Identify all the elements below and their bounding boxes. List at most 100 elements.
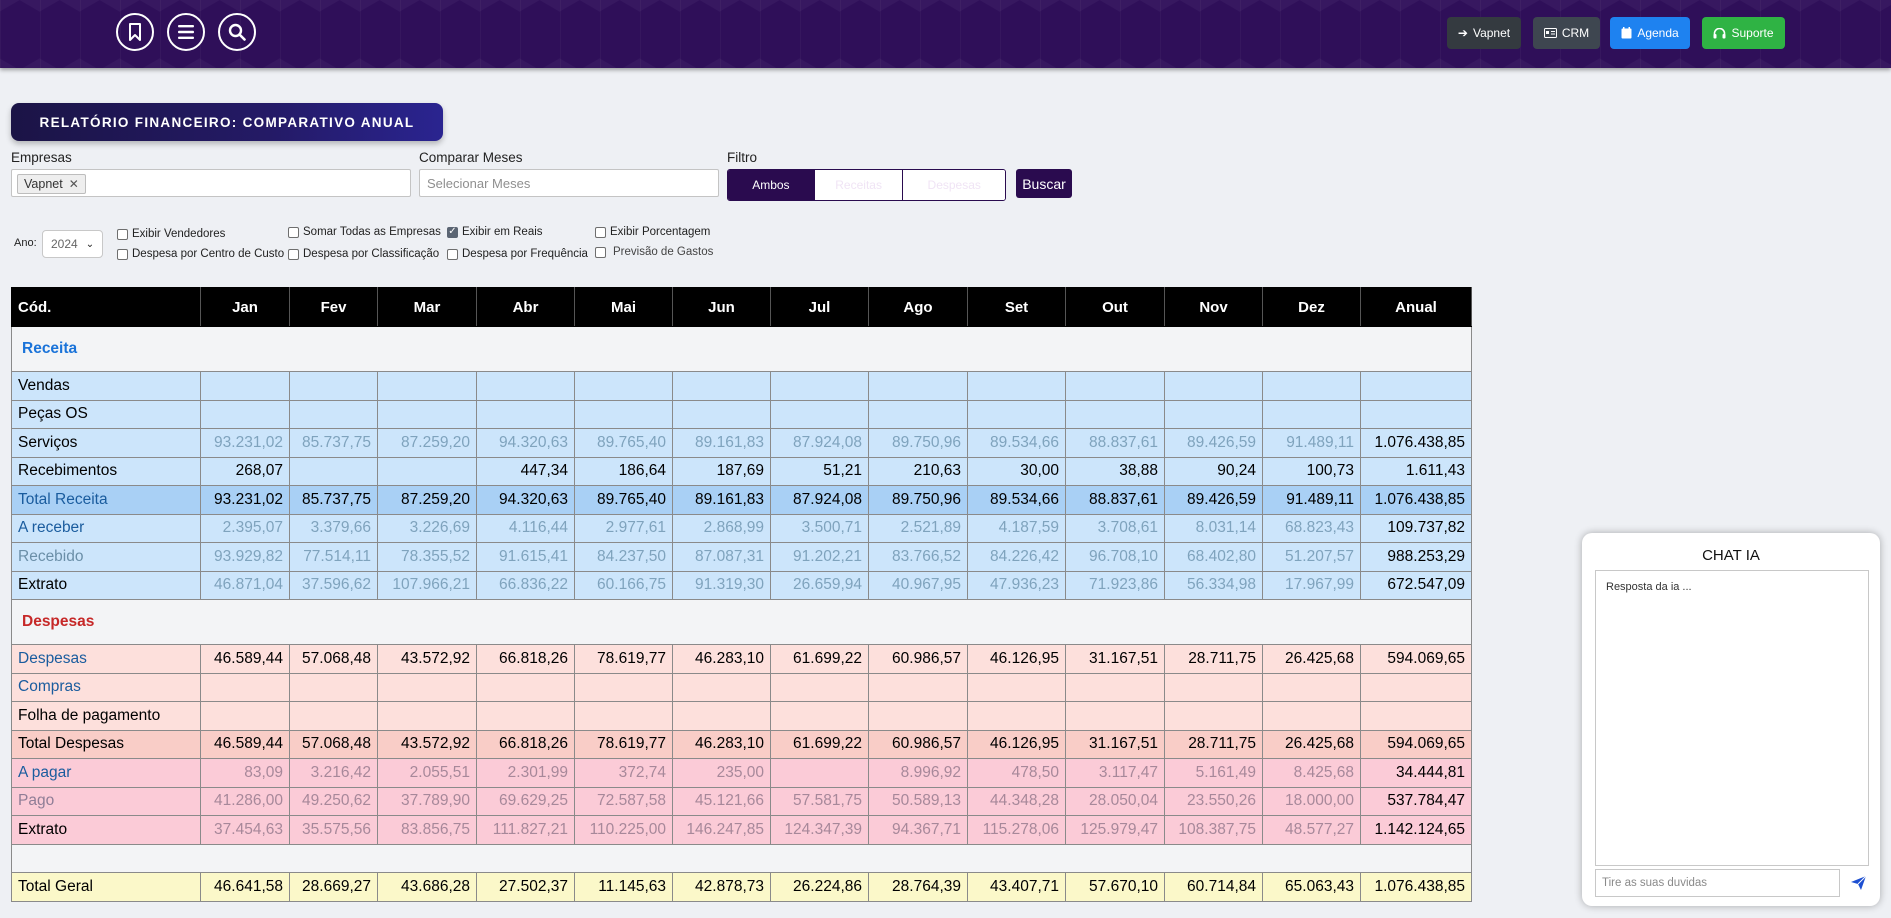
chk-classificacao[interactable]: Despesa por Classificação: [288, 248, 439, 260]
month-cell: [377, 672, 477, 702]
annual-cell: 1.076.438,85: [1360, 872, 1472, 902]
month-cell: [377, 701, 477, 731]
row-label: Despesas: [11, 644, 201, 674]
month-cell: 84.226,42: [967, 542, 1066, 572]
month-cell: [574, 672, 673, 702]
month-cell: [289, 701, 378, 731]
empresas-select[interactable]: Vapnet ✕: [11, 169, 411, 197]
chk-label: Despesa por Centro de Custo: [132, 248, 285, 260]
chk-somar-empresas[interactable]: Somar Todas as Empresas: [288, 226, 441, 238]
chk-label: Despesa por Frequência: [462, 248, 588, 260]
chevron-down-icon: ⌄: [85, 238, 95, 250]
month-cell: 93.231,02: [200, 485, 290, 515]
annual-cell: 594.069,65: [1360, 729, 1472, 759]
month-cell: [1065, 701, 1165, 731]
month-cell: 146.247,85: [672, 815, 771, 845]
month-cell: 42.878,73: [672, 872, 771, 902]
vapnet-button[interactable]: ➔ Vapnet: [1447, 17, 1521, 49]
agenda-button[interactable]: Agenda: [1610, 17, 1690, 49]
month-cell: 235,00: [672, 758, 771, 788]
month-cell: [770, 672, 869, 702]
search-button[interactable]: [218, 13, 256, 51]
section-row: Receita: [11, 326, 1472, 372]
send-icon[interactable]: [1850, 875, 1867, 891]
remove-tag-icon[interactable]: ✕: [68, 177, 79, 191]
month-cell: [574, 701, 673, 731]
month-cell: 46.126,95: [967, 644, 1066, 674]
header-month: Set: [967, 287, 1066, 327]
month-cell: 3.379,66: [289, 513, 378, 543]
month-cell: 46.589,44: [200, 644, 290, 674]
month-cell: 27.502,37: [476, 872, 575, 902]
header-cod: Cód.: [11, 287, 201, 327]
month-cell: 60.714,84: [1164, 872, 1263, 902]
month-cell: 87.259,20: [377, 428, 477, 458]
month-cell: 26.659,94: [770, 570, 869, 600]
table-row: Compras: [11, 672, 1472, 702]
row-label: A receber: [11, 513, 201, 543]
buscar-button[interactable]: Buscar: [1016, 169, 1072, 198]
month-cell: 43.572,92: [377, 729, 477, 759]
filtro-despesas[interactable]: Despesas: [902, 170, 1005, 200]
month-cell: 30,00: [967, 456, 1066, 486]
chat-input-placeholder: Tire as suas duvidas: [1602, 877, 1708, 889]
month-cell: 46.871,04: [200, 570, 290, 600]
chat-input[interactable]: Tire as suas duvidas: [1595, 869, 1840, 897]
checkbox-icon[interactable]: [447, 248, 458, 260]
meses-select[interactable]: Selecionar Meses: [419, 169, 719, 197]
month-cell: 88.837,61: [1065, 428, 1165, 458]
filtro-ambos[interactable]: Ambos: [728, 170, 814, 200]
month-cell: [1262, 701, 1361, 731]
checkbox-icon[interactable]: [288, 248, 299, 260]
crm-button[interactable]: CRM: [1533, 17, 1600, 49]
chk-previsao-gastos[interactable]: Previsão de Gastos: [595, 246, 713, 258]
month-cell: [289, 371, 378, 401]
month-cell: 87.924,08: [770, 428, 869, 458]
month-cell: 89.765,40: [574, 428, 673, 458]
chk-exibir-reais[interactable]: ✓ Exibir em Reais: [447, 226, 543, 238]
month-cell: 89.534,66: [967, 485, 1066, 515]
month-cell: 68.823,43: [1262, 513, 1361, 543]
month-cell: 18.000,00: [1262, 786, 1361, 816]
month-cell: [289, 456, 378, 486]
month-cell: 91.615,41: [476, 542, 575, 572]
filtro-receitas[interactable]: Receitas: [813, 170, 903, 200]
month-cell: 46.641,58: [200, 872, 290, 902]
checkbox-icon[interactable]: [117, 228, 128, 240]
bookmark-button[interactable]: [116, 13, 154, 51]
month-cell: 46.283,10: [672, 644, 771, 674]
checkbox-icon[interactable]: [117, 248, 128, 260]
month-cell: 91.489,11: [1262, 428, 1361, 458]
month-cell: 94.320,63: [476, 428, 575, 458]
month-cell: [1164, 672, 1263, 702]
month-cell: 31.167,51: [1065, 644, 1165, 674]
month-cell: 210,63: [868, 456, 968, 486]
arrow-right-icon: ➔: [1457, 26, 1468, 40]
checkbox-icon[interactable]: [595, 226, 606, 238]
annual-cell: 109.737,82: [1360, 513, 1472, 543]
month-cell: 60.986,57: [868, 729, 968, 759]
chk-porcentagem[interactable]: Exibir Porcentagem: [595, 226, 710, 238]
chk-frequencia[interactable]: Despesa por Frequência: [447, 248, 588, 260]
month-cell: [868, 672, 968, 702]
month-cell: [1262, 672, 1361, 702]
table-row: Pago 41.286,00 49.250,62 37.789,90 69.629,25…: [11, 786, 1472, 816]
header-month: Abr: [476, 287, 575, 327]
ano-select[interactable]: 2024 ⌄: [42, 230, 103, 258]
month-cell: 3.117,47: [1065, 758, 1165, 788]
checkbox-icon[interactable]: [595, 246, 606, 258]
suporte-button[interactable]: Suporte: [1702, 17, 1785, 49]
chk-exibir-vendedores[interactable]: Exibir Vendedores: [117, 228, 225, 240]
checkbox-checked-icon[interactable]: ✓: [447, 226, 458, 238]
annual-cell: 537.784,47: [1360, 786, 1472, 816]
month-cell: 3.226,69: [377, 513, 477, 543]
checkbox-icon[interactable]: [288, 226, 299, 238]
menu-button[interactable]: [167, 13, 205, 51]
table-row: A pagar 83,09 3.216,42 2.055,51 2.301,99 372,…: [11, 758, 1472, 788]
month-cell: [770, 371, 869, 401]
month-cell: 57.068,48: [289, 729, 378, 759]
month-cell: 8.031,14: [1164, 513, 1263, 543]
month-cell: 85.737,75: [289, 485, 378, 515]
chk-centro-custo[interactable]: Despesa por Centro de Custo: [117, 248, 284, 260]
month-cell: 89.426,59: [1164, 428, 1263, 458]
